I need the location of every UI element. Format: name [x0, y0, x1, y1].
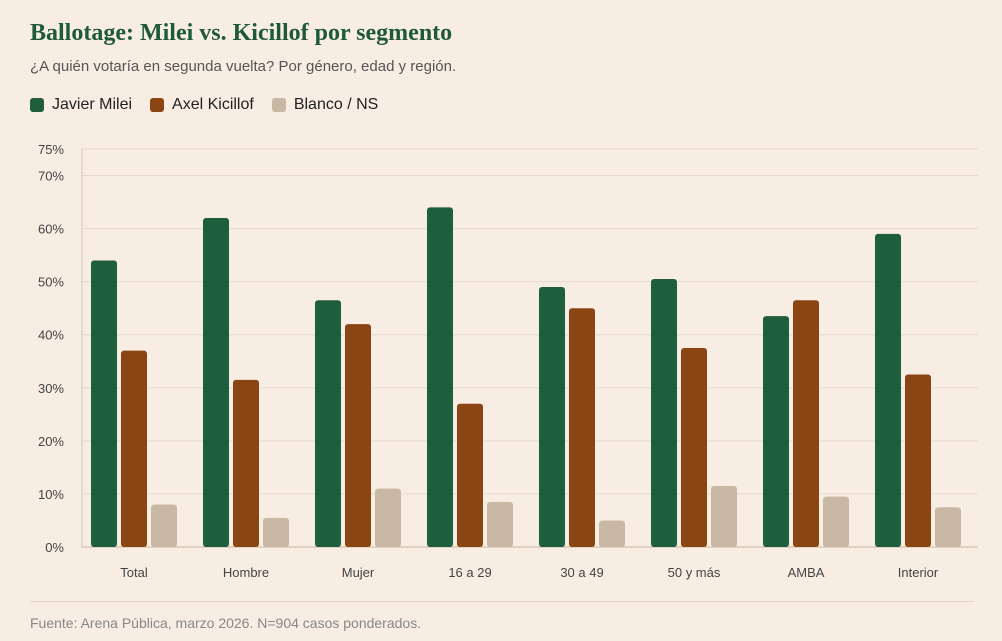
chart-subtitle: ¿A quién votaría en segunda vuelta? Por … — [30, 58, 457, 75]
y-tick-label: 50% — [38, 275, 64, 290]
bar-blanco[interactable] — [487, 501, 513, 547]
bar-kicillof[interactable] — [457, 403, 483, 547]
y-tick-label: 70% — [38, 169, 64, 184]
legend: Javier Milei Axel Kicillof Blanco / NS — [30, 96, 396, 114]
y-tick-label: 40% — [38, 328, 64, 343]
bar-milei[interactable] — [91, 260, 117, 547]
bar-kicillof[interactable] — [233, 379, 259, 547]
bar-blanco[interactable] — [151, 504, 177, 547]
legend-label-blanco: Blanco / NS — [293, 96, 379, 113]
x-tick-label: AMBA — [788, 565, 825, 580]
bar-kicillof[interactable] — [905, 374, 931, 547]
source-note: Fuente: Arena Pública, marzo 2026. N=904… — [30, 615, 422, 631]
y-tick-label: 20% — [38, 434, 64, 449]
x-tick-label: Mujer — [342, 565, 375, 580]
legend-item-blanco[interactable]: Blanco / NS — [271, 96, 379, 114]
bar-kicillof[interactable] — [569, 308, 595, 547]
bar-kicillof[interactable] — [681, 348, 707, 547]
legend-swatch-milei — [30, 98, 44, 112]
bar-blanco[interactable] — [935, 507, 961, 547]
bar-milei[interactable] — [315, 300, 341, 547]
bar-blanco[interactable] — [375, 488, 401, 547]
legend-label-milei: Javier Milei — [52, 96, 133, 113]
legend-swatch-blanco — [271, 98, 286, 112]
x-tick-label: Hombre — [223, 565, 269, 580]
x-tick-label: 50 y más — [668, 565, 721, 580]
bar-milei[interactable] — [427, 207, 453, 547]
bar-chart: 0% 10% 20% 30% 40% 50% 60% 70% 75% Total Hombre Muj… — [38, 142, 978, 580]
bar-milei[interactable] — [763, 316, 789, 547]
bar-kicillof[interactable] — [793, 300, 819, 547]
bar-milei[interactable] — [203, 217, 229, 547]
bar-kicillof[interactable] — [121, 350, 147, 547]
y-tick-label: 30% — [38, 381, 64, 396]
bar-blanco[interactable] — [263, 517, 289, 547]
bar-blanco[interactable] — [711, 485, 737, 547]
x-tick-label: Interior — [898, 565, 939, 580]
bar-milei[interactable] — [651, 279, 677, 547]
y-tick-label: 60% — [38, 222, 64, 237]
bar-blanco[interactable] — [599, 520, 625, 547]
y-tick-label: 10% — [38, 487, 64, 502]
x-tick-label: Total — [120, 565, 148, 580]
x-tick-label: 30 a 49 — [560, 565, 603, 580]
legend-item-kicillof[interactable]: Axel Kicillof — [150, 96, 254, 114]
legend-label-kicillof: Axel Kicillof — [172, 96, 254, 113]
y-tick-label: 75% — [38, 142, 64, 157]
bar-kicillof[interactable] — [345, 324, 371, 547]
chart-title: Ballotage: Milei vs. Kicillof por segmen… — [30, 20, 453, 46]
bar-milei[interactable] — [875, 233, 901, 547]
x-tick-label: 16 a 29 — [448, 565, 491, 580]
bar-milei[interactable] — [539, 286, 565, 547]
bar-blanco[interactable] — [823, 496, 849, 547]
footer-divider — [30, 601, 974, 602]
legend-swatch-kicillof — [150, 98, 165, 112]
legend-item-milei[interactable]: Javier Milei — [30, 96, 132, 114]
y-tick-label: 0% — [45, 540, 64, 555]
